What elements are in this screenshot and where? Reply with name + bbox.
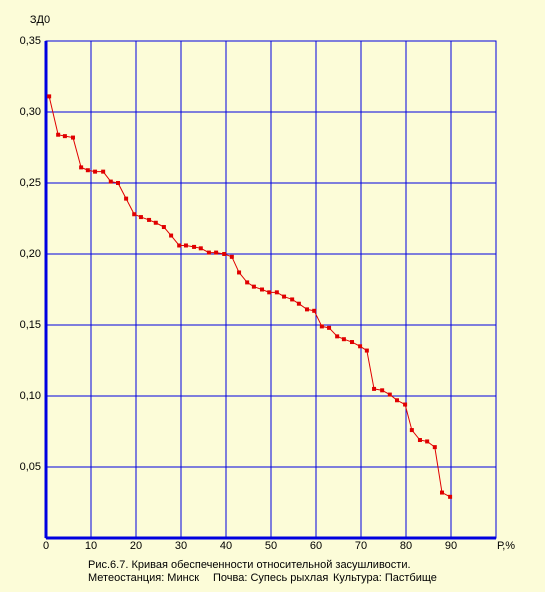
y-tick-label: 0,10 <box>20 390 41 402</box>
data-point <box>290 297 295 302</box>
data-point <box>403 402 408 407</box>
data-point <box>206 250 211 255</box>
data-point <box>341 337 346 342</box>
data-point <box>214 250 219 255</box>
data-point <box>85 168 90 173</box>
data-point <box>79 165 84 170</box>
data-point <box>124 196 129 201</box>
data-point <box>267 290 272 295</box>
caption-note: Почва: Супесь рыхлая <box>213 572 328 584</box>
data-point <box>432 445 437 450</box>
x-tick-label: 10 <box>85 540 97 552</box>
data-point <box>251 284 256 289</box>
data-point <box>147 217 152 222</box>
x-tick-label: 30 <box>175 540 187 552</box>
data-point <box>245 280 250 285</box>
data-point <box>312 308 317 313</box>
data-point <box>101 169 106 174</box>
x-tick-label: 20 <box>130 540 142 552</box>
data-point <box>93 169 98 174</box>
data-point <box>56 132 61 137</box>
data-point <box>132 212 137 217</box>
data-point <box>177 243 182 248</box>
caption: Рис.6.7. Кривая обеспеченности относител… <box>88 559 411 571</box>
data-point <box>425 439 430 444</box>
x-tick-label: 80 <box>400 540 412 552</box>
data-point <box>395 398 399 403</box>
data-point <box>372 386 377 391</box>
y-tick-label: 0,05 <box>20 461 41 473</box>
data-point <box>169 233 174 238</box>
x-tick-label: 0 <box>43 540 49 552</box>
data-point <box>335 334 340 339</box>
caption-note: Культура: Пастбище <box>333 572 437 584</box>
data-point <box>116 181 120 185</box>
caption-note: Метеостанция: Минск <box>88 572 199 584</box>
data-point <box>192 244 197 249</box>
y-tick-label: 0,35 <box>20 35 41 47</box>
data-point <box>350 340 354 345</box>
data-point <box>274 290 279 295</box>
data-point <box>448 494 453 499</box>
data-point <box>138 215 143 220</box>
data-point <box>296 301 301 306</box>
data-point <box>108 179 113 184</box>
data-point <box>417 438 422 443</box>
data-point <box>327 325 332 330</box>
data-point <box>153 220 158 225</box>
y-tick-label: 0,15 <box>20 319 41 331</box>
x-tick-label: 70 <box>355 540 367 552</box>
data-point <box>229 254 234 259</box>
data-line <box>48 96 451 498</box>
data-point <box>358 344 363 349</box>
data-point <box>409 428 414 433</box>
data-point <box>183 243 188 248</box>
data-point <box>282 294 287 299</box>
y-tick-label: 0,25 <box>20 177 41 189</box>
data-point <box>319 324 324 329</box>
data-point <box>71 135 75 140</box>
x-axis-label: Р,% <box>497 540 515 552</box>
data-point <box>440 490 444 495</box>
data-point <box>364 348 369 353</box>
data-point <box>260 287 264 292</box>
x-tick-label: 50 <box>265 540 277 552</box>
data-point <box>387 392 392 397</box>
x-tick-label: 60 <box>310 540 322 552</box>
data-point <box>47 94 52 99</box>
y-tick-label: 0,30 <box>20 106 41 118</box>
y-tick-label: 0,20 <box>20 248 41 260</box>
data-point <box>198 246 203 251</box>
x-tick-label: 40 <box>220 540 232 552</box>
data-point <box>222 252 227 256</box>
data-point <box>380 388 385 393</box>
x-tick-label: 90 <box>445 540 457 552</box>
data-point <box>161 225 166 230</box>
data-point <box>305 307 309 312</box>
data-point <box>237 270 242 275</box>
data-point <box>62 134 67 139</box>
y-axis-label: ЗД0 <box>30 14 50 26</box>
